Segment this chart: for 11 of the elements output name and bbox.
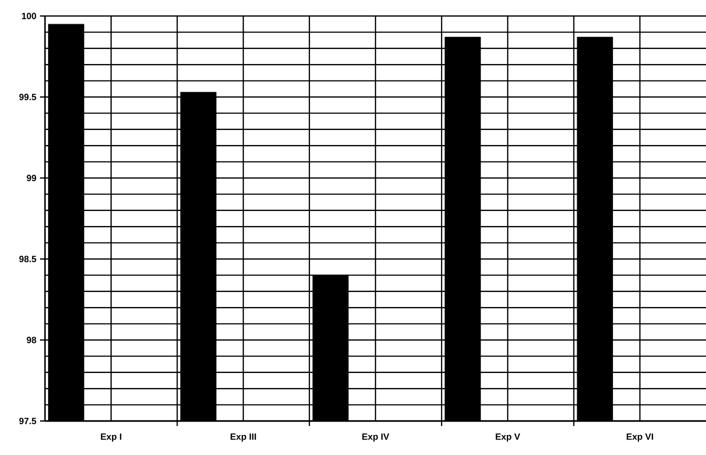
y-tick-label: 100 xyxy=(22,12,36,20)
y-tick-label: 98 xyxy=(26,336,36,344)
y-tick-label: 97.5 xyxy=(19,418,36,424)
x-tick-label: Exp I xyxy=(100,434,122,442)
y-tick-label: 98.5 xyxy=(19,256,36,262)
y-tick-label: 99 xyxy=(26,174,36,182)
y-tick-label: 99.5 xyxy=(19,94,36,100)
x-tick-label: Exp III xyxy=(230,434,256,442)
x-tick-label: Exp VI xyxy=(626,434,654,442)
x-tick-label: Exp V xyxy=(496,434,520,442)
x-tick-label: Exp IV xyxy=(362,434,390,442)
